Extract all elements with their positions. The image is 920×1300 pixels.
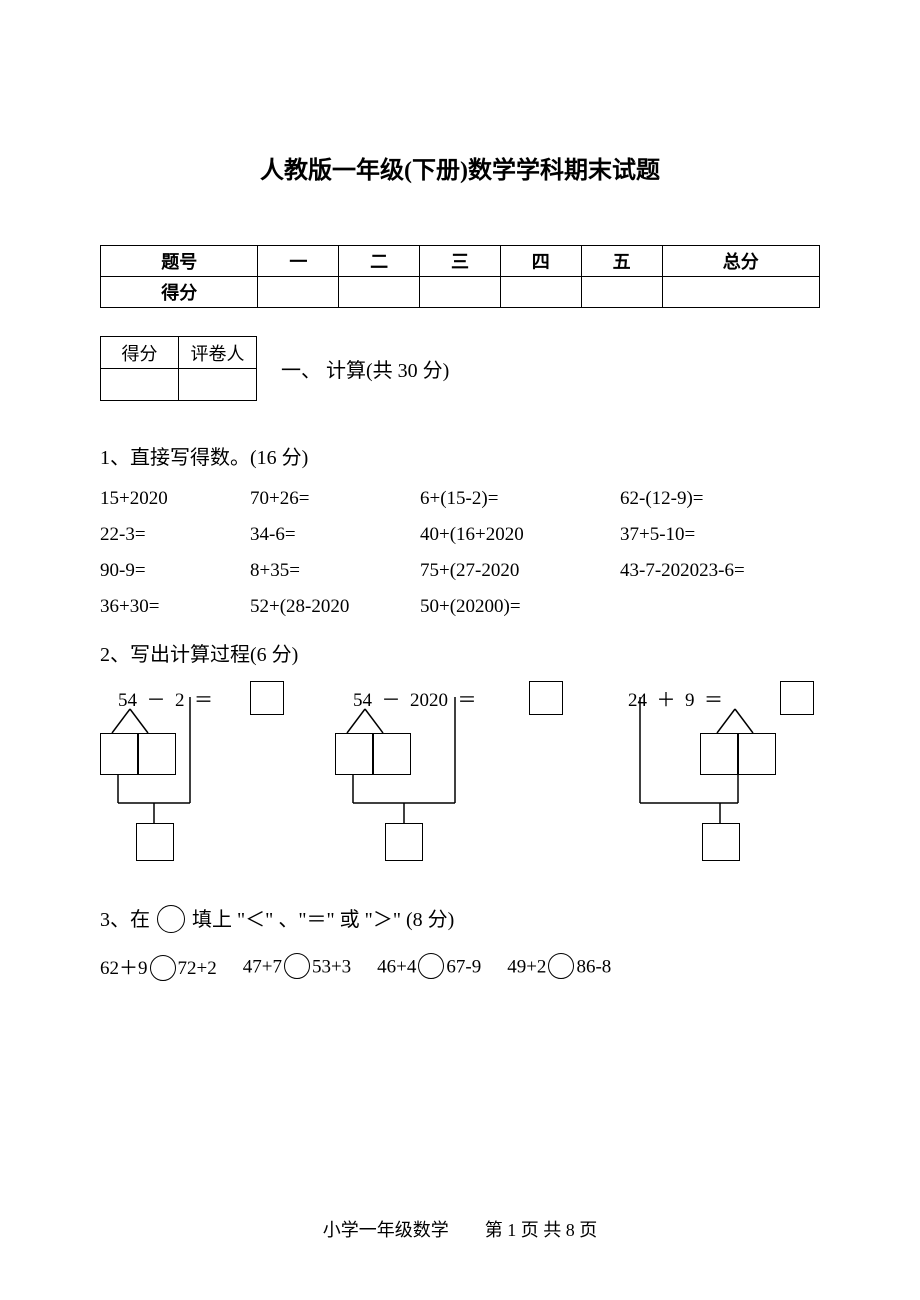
footer-subject: 小学一年级数学 [323,1220,449,1240]
score-cell[interactable] [581,277,662,308]
compare-left: 62＋9 [100,958,148,979]
q1-cell: 22-3= [100,524,250,546]
answer-box[interactable] [138,733,176,775]
grader-score-label: 得分 [101,337,179,369]
compare-right: 86-8 [576,957,611,978]
q1-label: 1、直接写得数。(16 分) [100,441,820,470]
compare-circle[interactable] [284,953,310,979]
answer-box[interactable] [373,733,411,775]
q1-cell: 8+35= [250,560,420,582]
answer-box[interactable] [250,681,284,715]
score-row-label: 得分 [101,277,258,308]
q2-label: 2、写出计算过程(6 分) [100,638,820,667]
compare-right: 53+3 [312,957,351,978]
score-table-value-row: 得分 [101,277,820,308]
score-header-cell: 总分 [662,246,819,277]
score-table: 题号 一 二 三 四 五 总分 得分 [100,245,820,308]
score-header-cell: 二 [339,246,420,277]
score-cell[interactable] [500,277,581,308]
grader-score-cell[interactable] [101,369,179,401]
answer-box[interactable] [780,681,814,715]
section-1-heading: 一、 计算(共 30 分) [281,354,449,383]
decomp-diagram: 24 ＋ 9 ＝ [620,685,820,875]
q1-cell: 34-6= [250,524,420,546]
score-cell[interactable] [420,277,501,308]
compare-item: 49+2 86-8 [507,955,611,981]
q1-cell: 70+26= [250,488,420,510]
score-header-cell: 一 [258,246,339,277]
q2-diagrams: 54 － 2 ＝ 54 － 2020 ＝ [100,685,820,875]
q1-cell [620,596,820,618]
score-header-cell: 五 [581,246,662,277]
exam-page: 人教版一年级(下册)数学学科期末试题 题号 一 二 三 四 五 总分 得分 得分… [0,0,920,1300]
compare-circle[interactable] [548,953,574,979]
q3-label-pre: 3、在 [100,909,150,931]
circle-icon [157,905,185,933]
q3-label-mid: 填上 "＜" 、"＝" 或 "＞" (8 分) [192,909,454,931]
score-table-header-row: 题号 一 二 三 四 五 总分 [101,246,820,277]
grader-name-cell[interactable] [179,369,257,401]
compare-right: 67-9 [446,957,481,978]
compare-left: 46+4 [377,957,416,978]
decomp-lines-icon [100,685,320,875]
compare-left: 47+7 [243,957,282,978]
q1-row: 36+30= 52+(28-2020 50+(20200)= [100,596,820,618]
answer-box[interactable] [700,733,738,775]
q1-cell: 36+30= [100,596,250,618]
answer-box[interactable] [529,681,563,715]
compare-item: 46+4 67-9 [377,955,481,981]
q1-row: 90-9= 8+35= 75+(27-2020 43-7-202023-6= [100,560,820,582]
page-footer: 小学一年级数学 第 1 页 共 8 页 [0,1216,920,1242]
q1-cell: 50+(20200)= [420,596,620,618]
q1-cell: 52+(28-2020 [250,596,420,618]
decomp-diagram: 54 － 2020 ＝ [345,685,595,875]
grader-row: 得分 评卷人 一、 计算(共 30 分) [100,336,820,401]
q1-cell: 15+2020 [100,488,250,510]
q1-cell: 37+5-10= [620,524,820,546]
grader-name-label: 评卷人 [179,337,257,369]
score-header-cell: 题号 [101,246,258,277]
compare-left: 49+2 [507,957,546,978]
score-cell[interactable] [258,277,339,308]
q3-label: 3、在 填上 "＜" 、"＝" 或 "＞" (8 分) [100,903,820,935]
answer-box[interactable] [100,733,138,775]
q1-row: 22-3= 34-6= 40+(16+2020 37+5-10= [100,524,820,546]
answer-box[interactable] [702,823,740,861]
q1-cell: 90-9= [100,560,250,582]
page-title: 人教版一年级(下册)数学学科期末试题 [100,150,820,185]
q1-cell: 43-7-202023-6= [620,560,820,582]
score-header-cell: 四 [500,246,581,277]
q1-calc-grid: 15+2020 70+26= 6+(15-2)= 62-(12-9)= 22-3… [100,488,820,618]
compare-item: 62＋9 72+2 [100,953,217,983]
q1-cell: 40+(16+2020 [420,524,620,546]
q1-cell: 6+(15-2)= [420,488,620,510]
q1-cell: 62-(12-9)= [620,488,820,510]
score-cell[interactable] [339,277,420,308]
compare-circle[interactable] [418,953,444,979]
score-header-cell: 三 [420,246,501,277]
q3-row: 62＋9 72+2 47+7 53+3 46+4 67-9 49+2 86-8 [100,953,820,983]
compare-item: 47+7 53+3 [243,955,351,981]
grader-box: 得分 评卷人 [100,336,257,401]
decomp-diagram: 54 － 2 ＝ [100,685,320,875]
answer-box[interactable] [385,823,423,861]
answer-box[interactable] [738,733,776,775]
q1-row: 15+2020 70+26= 6+(15-2)= 62-(12-9)= [100,488,820,510]
q1-cell: 75+(27-2020 [420,560,620,582]
compare-right: 72+2 [178,958,217,979]
footer-page: 第 1 页 共 8 页 [485,1220,598,1240]
answer-box[interactable] [136,823,174,861]
answer-box[interactable] [335,733,373,775]
compare-circle[interactable] [150,955,176,981]
score-cell[interactable] [662,277,819,308]
